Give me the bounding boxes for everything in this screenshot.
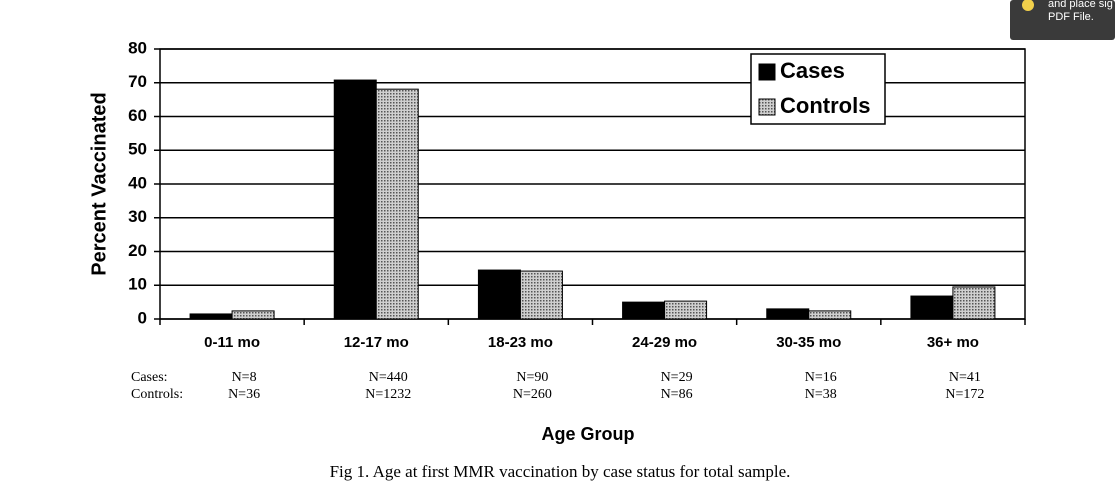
y-tick-label: 30 (128, 207, 147, 226)
sample-size: N=90 (516, 370, 548, 385)
caption: Fig 1. Age at first MMR vaccination by c… (330, 462, 791, 481)
x-tick-label: 18-23 mo (488, 334, 553, 351)
sample-size: N=172 (945, 387, 984, 402)
y-tick-label: 0 (138, 308, 147, 327)
sample-size: N=86 (661, 387, 693, 402)
sample-size: N=440 (369, 370, 408, 385)
x-tick-label: 30-35 mo (776, 334, 841, 351)
bar (952, 286, 996, 320)
y-tick-label: 80 (128, 38, 147, 57)
bar (189, 313, 233, 320)
popup[interactable] (1010, 0, 1115, 40)
sample-row-label: Controls: (131, 387, 183, 402)
bar (477, 269, 521, 320)
sample-size: N=41 (949, 370, 981, 385)
sample-size: N=38 (805, 387, 837, 402)
y-tick-label: 40 (128, 173, 147, 192)
bar (766, 308, 810, 320)
bar (375, 88, 419, 320)
x-tick-label: 12-17 mo (344, 334, 409, 351)
legend-swatch (758, 63, 776, 81)
x-tick-label: 24-29 mo (632, 334, 697, 351)
legend-swatch (758, 98, 776, 116)
legend-label: Controls (780, 93, 870, 118)
x-axis-title: Age Group (542, 424, 635, 444)
y-tick-label: 60 (128, 106, 147, 125)
y-tick-label: 20 (128, 241, 147, 260)
popup-text: PDF File. (1048, 11, 1094, 23)
y-tick-label: 10 (128, 275, 147, 294)
sample-size: N=16 (805, 370, 837, 385)
x-tick-label: 36+ mo (927, 334, 979, 351)
popup-text: and place sig (1048, 0, 1113, 10)
y-axis-title: Percent Vaccinated (88, 92, 110, 275)
x-tick-label: 0-11 mo (204, 334, 260, 351)
sample-size: N=8 (232, 370, 257, 385)
bar (664, 300, 708, 320)
sample-size: N=260 (513, 387, 552, 402)
bar (808, 310, 852, 320)
sample-size: N=36 (228, 387, 260, 402)
y-tick-label: 50 (128, 140, 147, 159)
sample-size: N=29 (661, 370, 693, 385)
sample-size: N=1232 (365, 387, 411, 402)
bar (231, 310, 275, 320)
bulb-icon (1022, 0, 1034, 11)
bar (622, 301, 666, 320)
bar (333, 79, 377, 320)
bar (519, 270, 563, 320)
sample-row-label: Cases: (131, 370, 168, 385)
legend-label: Cases (780, 58, 845, 83)
y-tick-label: 70 (128, 72, 147, 91)
bar (910, 295, 954, 320)
